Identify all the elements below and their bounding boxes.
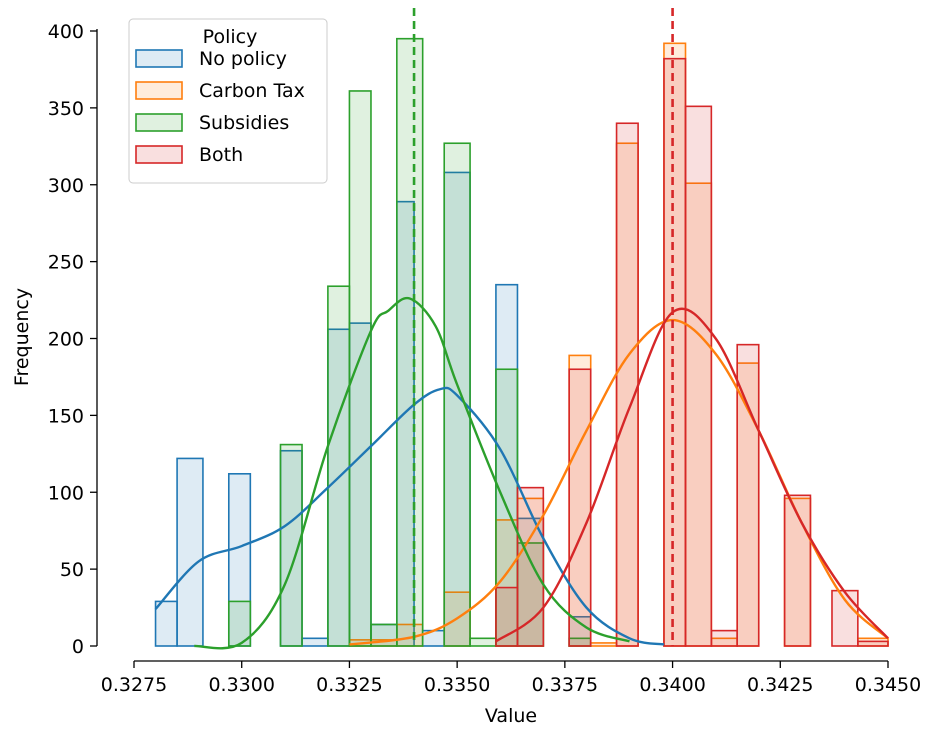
legend: Policy No policy Carbon Tax Subsidies Both — [128, 18, 328, 184]
subsidies-kde-line — [194, 296, 630, 650]
legend-items: No policy Carbon Tax Subsidies Both — [135, 48, 305, 166]
carbon-tax-bar — [783, 497, 812, 647]
y-tick-label: 400 — [48, 21, 84, 43]
no-policy-bar — [176, 457, 204, 647]
y-tick-label: 0 — [72, 636, 84, 658]
subsidies-bar — [279, 443, 303, 647]
both-bar — [710, 629, 739, 647]
y-tick-label: 250 — [48, 252, 84, 274]
y-tick-label: 100 — [48, 482, 84, 504]
both-bar — [857, 640, 889, 647]
legend-title: Policy — [203, 26, 258, 48]
legend-label: Subsidies — [199, 112, 289, 134]
both-bar — [568, 368, 592, 647]
x-tick-label: 0.3425 — [747, 674, 813, 696]
legend-swatch — [135, 145, 183, 164]
both-kde-line — [495, 307, 889, 643]
subsidies-bar — [469, 637, 497, 647]
x-tick-label: 0.3325 — [316, 674, 382, 696]
x-tick-label: 0.3450 — [855, 674, 921, 696]
axes-layer: 0.3275 0.3300 0.3325 0.3350 0.3375 0.3400 0.34… — [11, 21, 921, 727]
mean-lines-layer — [412, 8, 674, 646]
legend-item: Carbon Tax — [135, 80, 305, 102]
subsidies-bar — [327, 285, 351, 647]
subsidies-histogram — [227, 37, 592, 647]
no-policy-bar — [154, 600, 178, 647]
both-bar — [663, 57, 687, 647]
legend-frame — [128, 18, 328, 184]
legend-item: Both — [135, 144, 243, 166]
legend-item: Subsidies — [135, 112, 289, 134]
x-tick-label: 0.3350 — [424, 674, 490, 696]
legend-swatch — [135, 113, 183, 132]
legend-item: No policy — [135, 48, 287, 70]
no-policy-kde-line — [154, 386, 665, 646]
both-bar — [684, 105, 713, 647]
legend-label: Both — [199, 144, 243, 166]
y-tick-label: 350 — [48, 98, 84, 120]
subsidies-bar — [227, 600, 252, 647]
carbon-tax-bar — [589, 642, 618, 647]
y-ticks: 0 50 100 150 200 250 300 350 400 — [48, 21, 97, 658]
x-tick-label: 0.3275 — [101, 674, 167, 696]
legend-label: No policy — [199, 48, 287, 70]
both-bar — [615, 122, 639, 647]
subsidies-bar — [396, 37, 424, 647]
no-policy-bar — [301, 637, 329, 647]
both-bar — [495, 586, 519, 647]
x-tick-label: 0.3375 — [532, 674, 598, 696]
legend-swatch — [135, 49, 183, 68]
kde-layer — [154, 296, 889, 650]
x-tick-label: 0.3300 — [208, 674, 274, 696]
legend-label: Carbon Tax — [199, 80, 305, 102]
y-tick-label: 50 — [60, 559, 84, 581]
subsidies-bar — [348, 90, 372, 647]
y-tick-label: 150 — [48, 405, 84, 427]
y-tick-label: 200 — [48, 329, 84, 351]
both-bar — [783, 494, 812, 647]
histogram-layer — [154, 37, 889, 647]
x-tick-label: 0.3400 — [639, 674, 705, 696]
legend-swatch — [135, 81, 183, 100]
x-axis-label: Value — [485, 705, 537, 727]
y-axis-label: Frequency — [11, 288, 33, 386]
y-tick-label: 300 — [48, 175, 84, 197]
x-ticks: 0.3275 0.3300 0.3325 0.3350 0.3375 0.3400 0.34… — [101, 661, 921, 696]
